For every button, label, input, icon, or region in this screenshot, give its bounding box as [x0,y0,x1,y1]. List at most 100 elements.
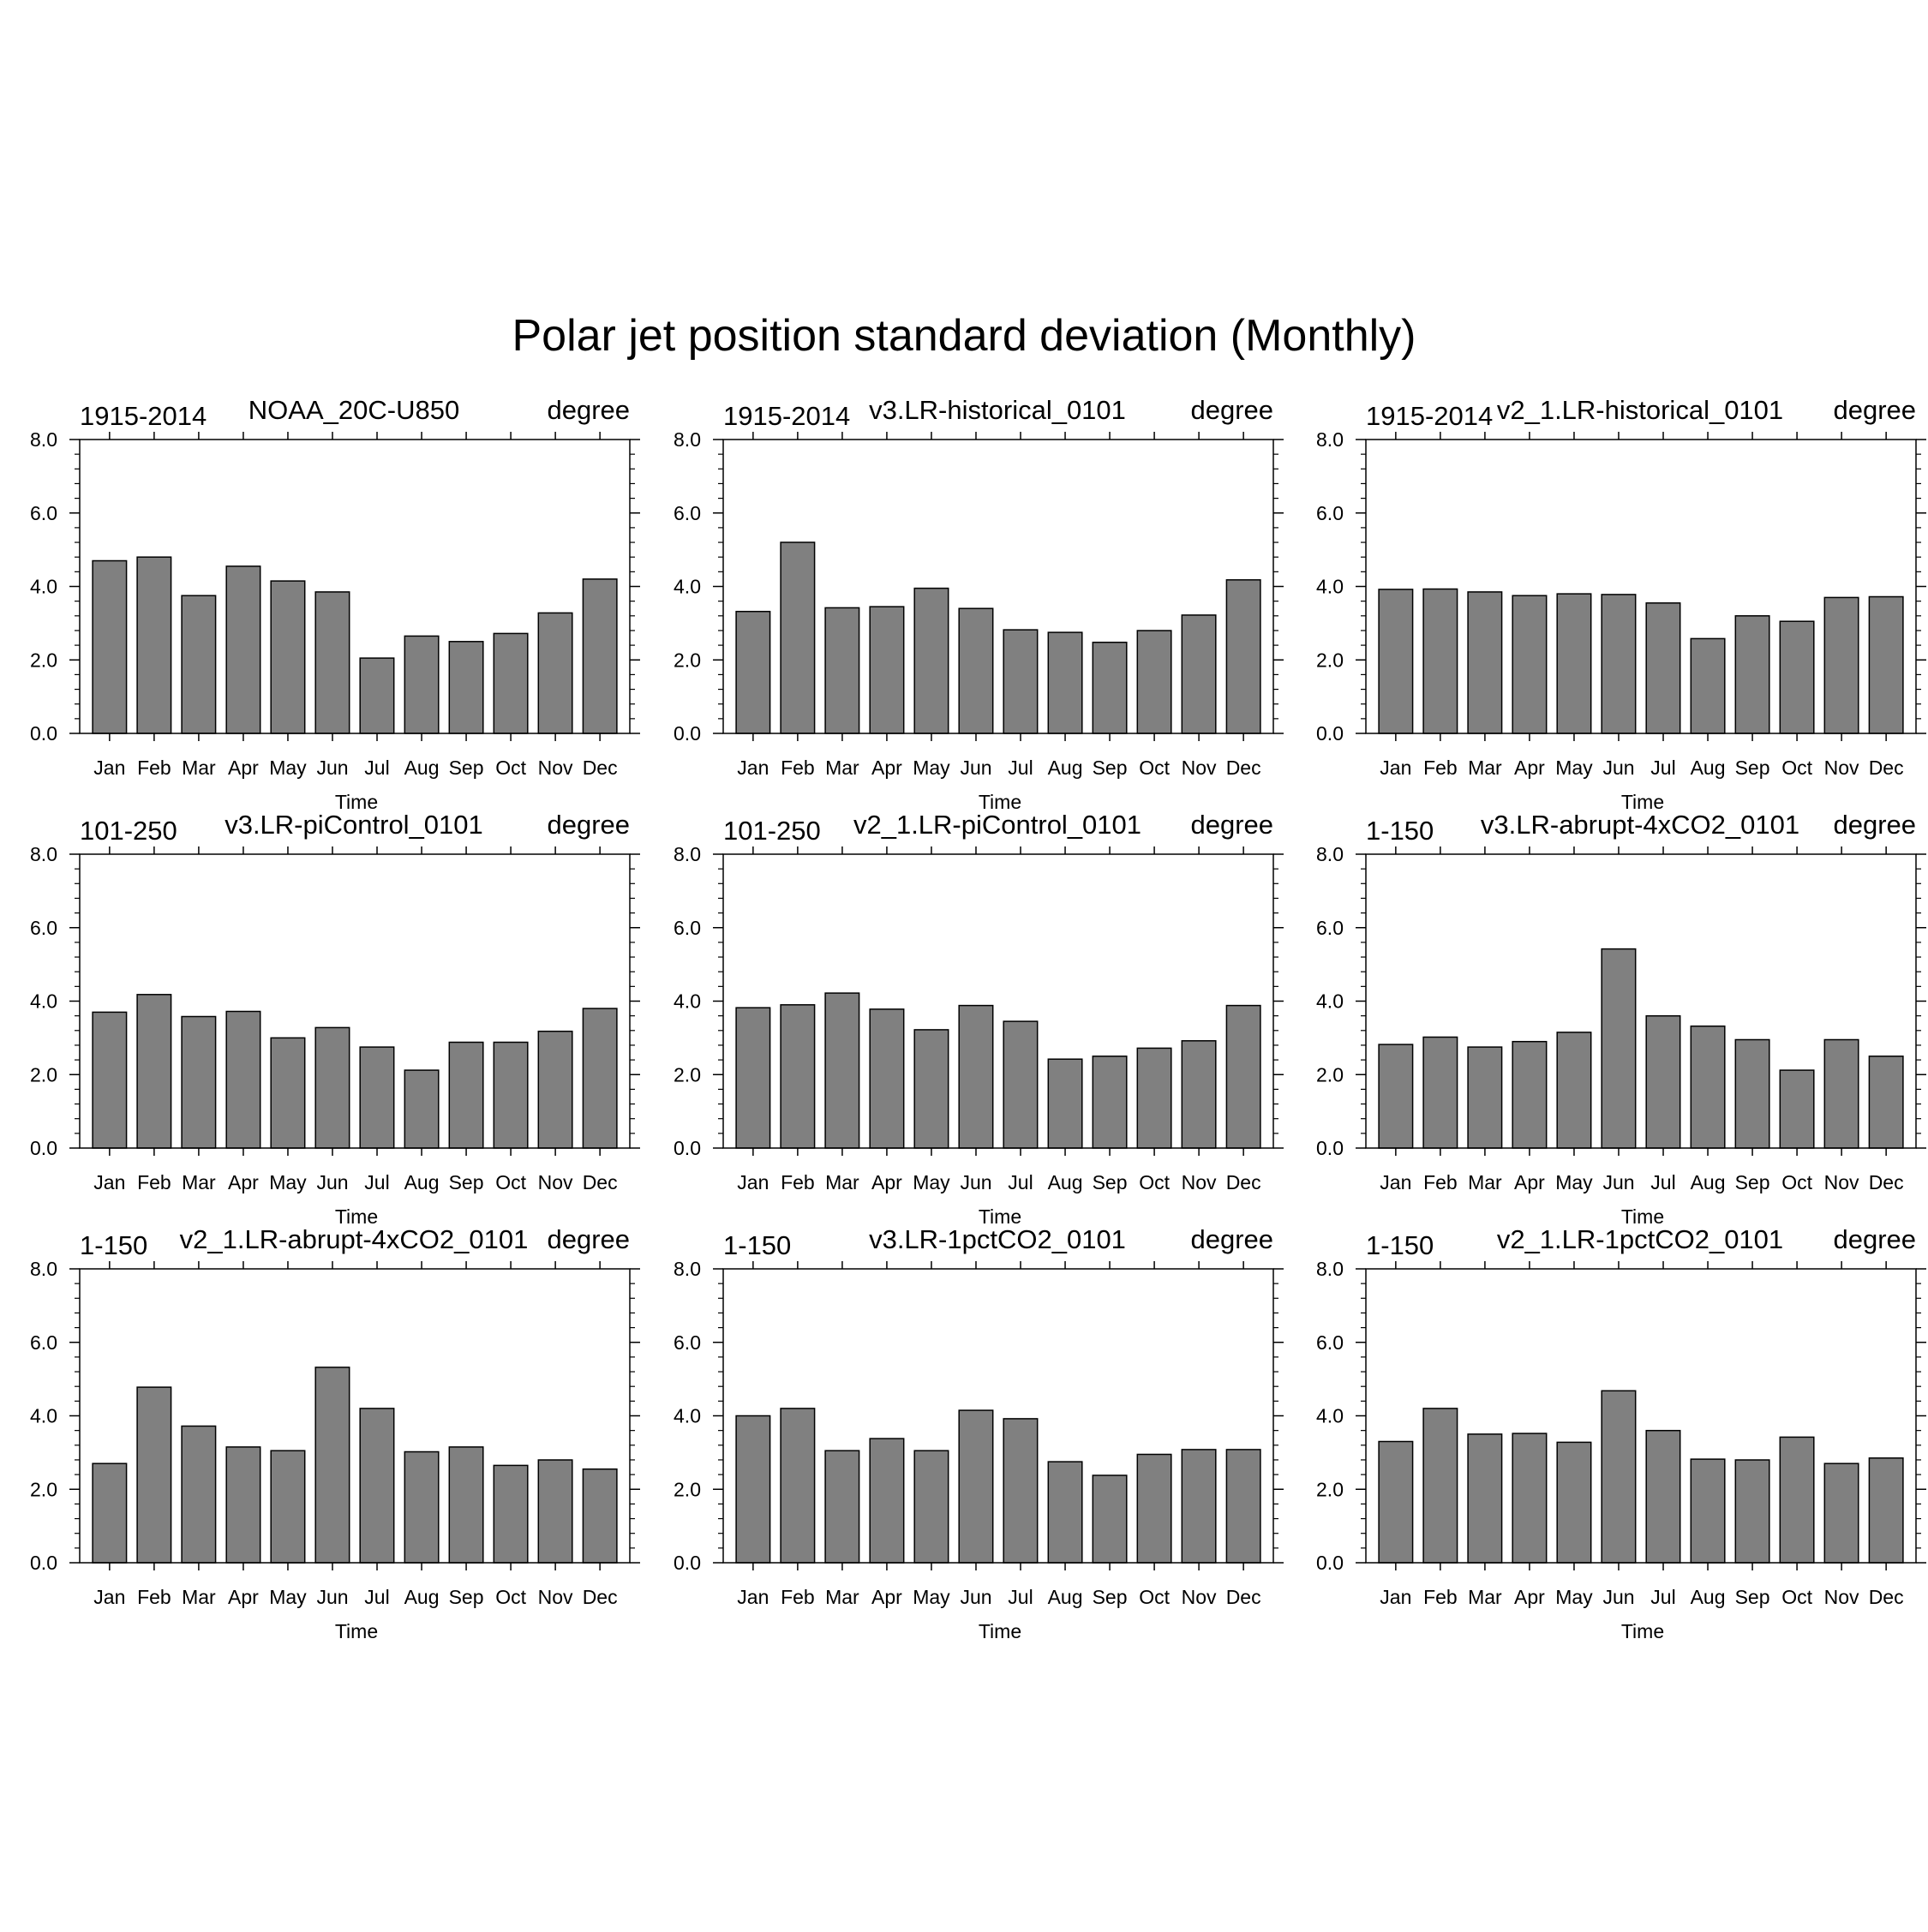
panel-units-label: degree [1833,1224,1916,1254]
x-tick-label: Mar [825,757,859,779]
x-tick-label: Dec [1869,1586,1904,1608]
x-tick-label: Jul [1650,1586,1675,1608]
plot-frame [1365,439,1917,734]
x-tick-label: Sep [449,1171,484,1193]
bar [824,1450,860,1564]
chart-panel: 101-250 v2_1.LR-piControl_0101 degree Jan Fe… [674,810,1284,1228]
x-tick-label: Jul [1008,1171,1033,1193]
bar [824,992,860,1149]
bar [958,1409,994,1564]
x-tick-label: Jun [960,1171,991,1193]
x-tick-label: Feb [1423,1586,1458,1608]
y-tick-label: 6.0 [30,1331,57,1354]
bar [1047,631,1083,734]
bar [1181,614,1217,734]
x-tick-label: Oct [1139,757,1170,779]
y-tick-label: 4.0 [674,576,701,598]
x-tick-label: Jun [960,757,991,779]
x-tick-label: Mar [825,1586,859,1608]
bar [1225,1449,1261,1564]
panel-units-label: degree [547,1224,630,1254]
y-tick-label: 4.0 [674,990,701,1013]
bar [1779,1069,1815,1149]
bar [1378,1044,1414,1149]
x-tick-label: May [269,1171,307,1193]
y-tick-label: 4.0 [30,576,57,598]
bar [582,578,618,734]
bar [1378,1440,1414,1564]
y-tick-label: 4.0 [1316,576,1344,598]
x-tick-label: Dec [583,757,618,779]
y-tick-label: 6.0 [30,502,57,524]
bar [1690,1458,1726,1564]
bar [1003,629,1039,734]
panel-period-label: 101-250 [723,816,821,846]
bar [1734,1459,1770,1564]
panel-title: v3.LR-1pctCO2_0101 [869,1224,1126,1254]
x-tick-label: Jan [93,1171,125,1193]
x-tick-label: Feb [137,757,171,779]
y-tick-label: 6.0 [30,917,57,939]
bar [1047,1058,1083,1149]
x-tick-label: Oct [1139,1586,1170,1608]
x-tick-label: Jun [1602,1586,1634,1608]
y-tick-label: 2.0 [1316,1478,1344,1500]
x-tick-label: Nov [1182,1171,1217,1193]
y-tick-label: 8.0 [674,1258,701,1280]
chart-panel: 1-150 v3.LR-1pctCO2_0101 degree Jan Feb Mar Ap… [674,1224,1284,1642]
panel-period-label: 1-150 [723,1230,791,1260]
bar [314,591,350,734]
x-tick-label: Dec [1869,1171,1904,1193]
y-tick-label: 2.0 [674,1478,701,1500]
bar [1378,589,1414,734]
panel-period-label: 1-150 [1366,1230,1434,1260]
chart-panel: 1915-2014 NOAA_20C-U850 degree Jan Feb Mar Apr… [30,395,640,813]
x-tick-label: Apr [228,1586,259,1608]
x-tick-label: Nov [538,1171,573,1193]
bar [1823,596,1859,734]
y-tick-label: 0.0 [1316,722,1344,745]
bar [359,657,395,734]
bar [958,607,994,734]
bar [270,1450,306,1564]
bar [92,1011,128,1149]
bar [359,1408,395,1564]
x-tick-label: Sep [449,1586,484,1608]
bar [136,556,172,734]
bar [225,565,261,734]
bar [869,1438,905,1564]
x-tick-label: Sep [449,757,484,779]
x-tick-label: May [913,1171,950,1193]
x-tick-label: Sep [1093,1171,1128,1193]
x-tick-label: Sep [1093,1586,1128,1608]
x-tick-label: Nov [1824,1171,1859,1193]
x-tick-label: Jan [737,1171,769,1193]
y-tick-label: 0.0 [1316,1552,1344,1574]
x-tick-label: Jan [1380,1171,1411,1193]
bar [537,612,573,734]
x-tick-label: Apr [1514,1586,1545,1608]
x-tick-label: Jan [1380,757,1411,779]
x-tick-label: Mar [1468,1171,1502,1193]
bar [869,606,905,734]
x-tick-label: Feb [137,1586,171,1608]
bar [735,610,771,734]
panel-period-label: 1915-2014 [723,401,850,431]
x-tick-label: Nov [1182,757,1217,779]
bar [1868,1056,1904,1149]
x-tick-label: Oct [495,1586,526,1608]
bar [824,607,860,734]
x-tick-label: Jan [1380,1586,1411,1608]
x-tick-label: Sep [1735,757,1770,779]
bar [780,1408,816,1564]
y-tick-label: 0.0 [30,1137,57,1159]
x-tick-label: Nov [1182,1586,1217,1608]
y-tick-label: 4.0 [30,1405,57,1427]
y-tick-label: 2.0 [674,1063,701,1086]
y-tick-label: 2.0 [1316,649,1344,671]
y-tick-label: 8.0 [674,843,701,865]
x-tick-label: Oct [1781,1586,1812,1608]
bar [1512,1433,1548,1564]
y-tick-label: 0.0 [674,722,701,745]
